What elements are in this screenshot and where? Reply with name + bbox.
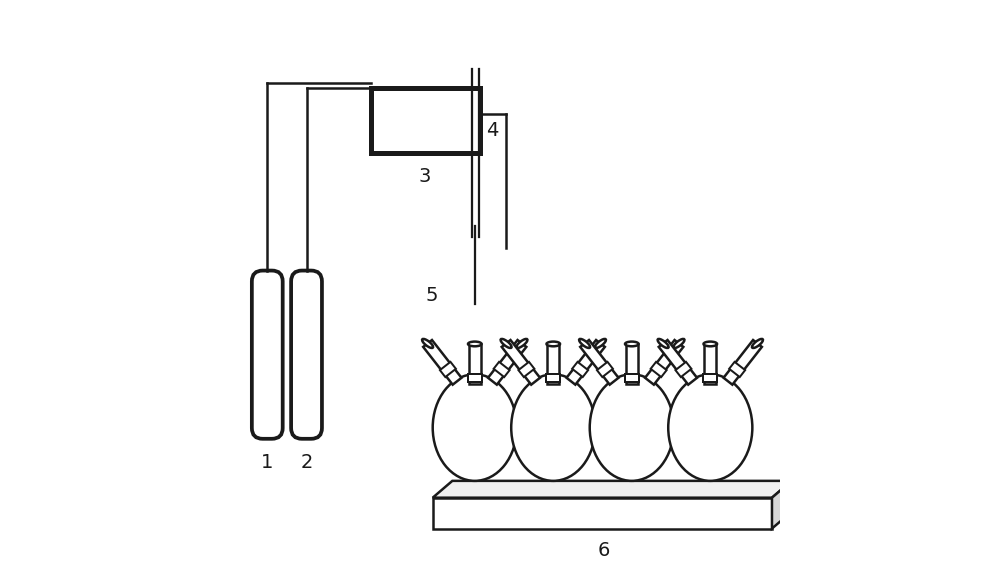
Polygon shape [572, 362, 588, 377]
Ellipse shape [704, 342, 717, 346]
Polygon shape [423, 340, 462, 385]
Polygon shape [433, 481, 792, 498]
Polygon shape [651, 362, 667, 377]
Ellipse shape [668, 374, 752, 481]
Bar [704, 344, 716, 384]
Ellipse shape [752, 339, 763, 348]
Polygon shape [724, 340, 762, 385]
Polygon shape [659, 340, 697, 385]
Ellipse shape [595, 339, 606, 348]
Ellipse shape [625, 342, 639, 346]
Bar [468, 374, 482, 382]
Ellipse shape [547, 342, 560, 346]
Polygon shape [567, 340, 605, 385]
Text: 1: 1 [261, 453, 273, 472]
Text: 3: 3 [418, 167, 430, 186]
Ellipse shape [422, 339, 433, 348]
Ellipse shape [468, 342, 482, 346]
Ellipse shape [673, 339, 684, 348]
Polygon shape [440, 362, 456, 377]
Ellipse shape [501, 339, 512, 348]
FancyBboxPatch shape [291, 271, 322, 439]
Ellipse shape [658, 339, 669, 348]
Polygon shape [494, 362, 510, 377]
Polygon shape [580, 340, 619, 385]
Polygon shape [675, 362, 691, 377]
Text: 5: 5 [426, 286, 438, 305]
Bar [703, 374, 717, 382]
Bar [546, 374, 560, 382]
Polygon shape [488, 340, 526, 385]
Bar [371, 88, 480, 153]
Text: 4: 4 [486, 121, 498, 140]
Bar [469, 344, 481, 384]
Polygon shape [729, 362, 745, 377]
FancyBboxPatch shape [252, 271, 283, 439]
Ellipse shape [433, 374, 517, 481]
Polygon shape [772, 481, 792, 529]
Text: 6: 6 [598, 541, 610, 560]
Ellipse shape [590, 374, 674, 481]
Polygon shape [502, 340, 540, 385]
Polygon shape [597, 362, 613, 377]
Bar [626, 344, 638, 384]
Bar [547, 344, 559, 384]
Text: 2: 2 [300, 453, 313, 472]
Polygon shape [518, 362, 534, 377]
Ellipse shape [516, 339, 527, 348]
Ellipse shape [511, 374, 595, 481]
Bar [625, 374, 639, 382]
Polygon shape [433, 498, 772, 529]
Polygon shape [645, 340, 683, 385]
Ellipse shape [579, 339, 590, 348]
